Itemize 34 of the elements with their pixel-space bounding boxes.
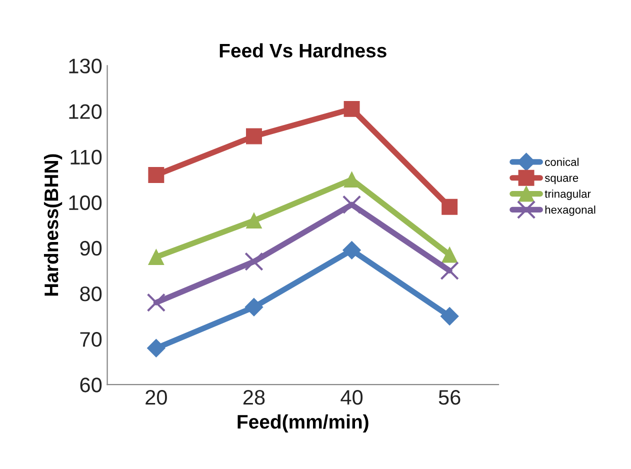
point <box>244 252 264 271</box>
y-tick-label: 80 <box>80 286 102 302</box>
x-tick-label: 40 <box>340 390 363 405</box>
point <box>146 293 166 312</box>
point <box>246 128 262 144</box>
legend-label: square <box>544 176 578 184</box>
x-tick-label: 28 <box>243 390 265 405</box>
point <box>148 167 164 183</box>
chart-title: Feed Vs Hardness <box>220 43 386 58</box>
x-tick-label: 20 <box>146 390 167 405</box>
point <box>146 338 166 358</box>
legend-label: trinagular <box>544 190 591 200</box>
legend-label: hexagonal <box>545 206 596 216</box>
point <box>342 195 362 214</box>
point <box>442 198 458 215</box>
y-tick-label: 60 <box>80 378 102 392</box>
y-tick-label: 130 <box>69 58 102 74</box>
point <box>440 261 459 280</box>
x-axis-title: Feed(mm/min) <box>238 414 368 433</box>
point <box>440 307 459 326</box>
point <box>344 100 360 117</box>
y-tick-label: 90 <box>80 240 102 256</box>
point <box>244 298 264 316</box>
legend-label: conical <box>545 158 578 166</box>
point <box>342 240 361 260</box>
point <box>148 249 164 265</box>
y-tick-label: 100 <box>69 195 102 210</box>
y-tick-label: 120 <box>69 104 102 119</box>
x-tick-label: 56 <box>438 390 460 405</box>
point <box>442 246 458 263</box>
point <box>246 212 262 229</box>
y-axis-title: Hardness(BHN) <box>44 154 62 296</box>
y-tick-label: 110 <box>70 150 102 165</box>
y-tick-label: 70 <box>80 332 102 347</box>
